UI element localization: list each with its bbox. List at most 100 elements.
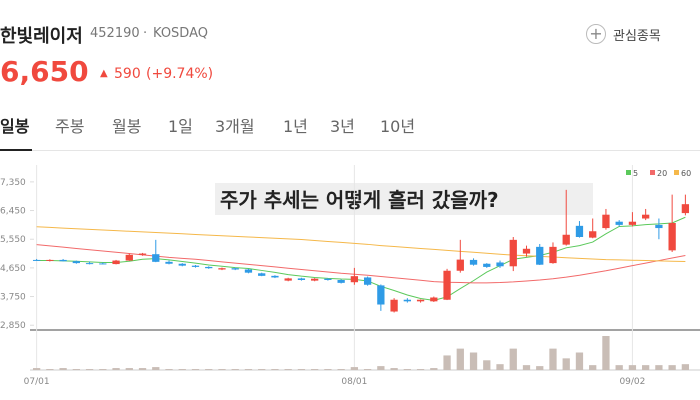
volume-bar: [681, 364, 690, 370]
candle-body: [430, 297, 438, 302]
volume-bar: [668, 365, 676, 370]
volume-bar: [615, 365, 623, 370]
volume-bar: [218, 369, 226, 370]
candle-body: [231, 268, 239, 270]
volume-bar: [642, 365, 650, 370]
candle-body: [350, 276, 359, 283]
candle-body: [165, 261, 173, 264]
tab[interactable]: 10년: [380, 117, 416, 136]
volume-bar: [205, 369, 213, 370]
candle-body: [562, 234, 570, 245]
watch-button[interactable]: 관심종목: [613, 29, 661, 44]
market: KOSDAQ: [153, 26, 208, 41]
candle-body: [496, 262, 504, 267]
candle-body: [363, 277, 372, 285]
tab-underline: [0, 149, 32, 151]
watch-icon[interactable]: +: [586, 24, 606, 44]
stock-code: 452190: [90, 26, 140, 41]
up-arrow: ▲: [100, 68, 108, 79]
volume-bar: [562, 358, 570, 370]
candle-body: [178, 263, 186, 266]
volume-bar: [85, 369, 94, 370]
volume-bar: [549, 348, 557, 370]
candle-body: [297, 278, 306, 280]
ma-line: [36, 216, 686, 301]
volume-bar: [284, 369, 292, 370]
candle-body: [152, 254, 160, 262]
tab-divider: [0, 150, 700, 151]
candle-body: [668, 222, 676, 251]
volume-bar: [99, 369, 107, 370]
volume-bar: [59, 368, 67, 370]
y-tick-label: 5,550: [0, 235, 26, 245]
candle-body: [125, 254, 133, 261]
y-tick-label: 6,450: [0, 207, 26, 217]
candle-body: [575, 225, 584, 237]
candle-body: [443, 270, 451, 300]
tab[interactable]: 1일: [168, 117, 193, 136]
volume-bar: [469, 352, 478, 370]
candle-body: [377, 285, 385, 305]
candle-body: [509, 239, 517, 267]
volume-bar: [536, 366, 544, 370]
y-tick-label: 4,650: [0, 264, 26, 274]
volume-bar: [483, 360, 491, 370]
candle-body: [536, 246, 544, 265]
change-pct: (+9.74%): [146, 66, 214, 82]
volume-bar: [496, 364, 504, 370]
candle-body: [549, 246, 557, 264]
volume-bar: [231, 369, 239, 370]
candle-body: [72, 261, 80, 264]
x-tick-label: 09/02: [619, 377, 645, 387]
candle-body: [403, 299, 411, 302]
volume-bar: [377, 366, 385, 370]
candle-body: [483, 263, 491, 267]
candle-body: [337, 279, 345, 283]
candle-body: [271, 275, 279, 278]
volume-bar: [311, 369, 319, 370]
volume-bar: [416, 369, 425, 370]
candle-body: [85, 263, 94, 265]
tab[interactable]: 주봉: [55, 117, 85, 136]
candle-body: [602, 214, 610, 229]
candle-body: [456, 259, 464, 271]
volume-bar: [602, 336, 610, 370]
legend-swatch: [674, 170, 679, 175]
volume-bar: [522, 365, 531, 370]
y-tick-label: 2,850: [0, 321, 26, 331]
volume-bar: [178, 369, 186, 370]
volume-bar: [628, 365, 637, 370]
candle-body: [138, 253, 147, 255]
volume-bar: [509, 348, 517, 370]
tab[interactable]: 월봉: [112, 117, 142, 136]
candle-body: [628, 221, 637, 225]
volume-bar: [337, 369, 345, 370]
stock-name: 한빛레이저: [0, 26, 83, 47]
volume-bar: [258, 369, 266, 370]
candle-body: [390, 299, 398, 312]
annotation-bg: [215, 183, 593, 215]
tab[interactable]: 일봉: [0, 117, 30, 136]
y-tick-label: 7,350: [0, 178, 26, 188]
candle-body: [258, 273, 266, 276]
x-tick-label: 08/01: [341, 377, 367, 387]
candle-body: [522, 248, 531, 254]
candle-body: [416, 299, 425, 302]
volume-bar: [589, 365, 597, 370]
price: 6,650: [0, 55, 89, 88]
tab[interactable]: 3년: [330, 117, 355, 136]
separator: ·: [143, 26, 148, 41]
volume-bar: [443, 355, 451, 370]
tab[interactable]: 1년: [283, 117, 308, 136]
legend-swatch: [626, 170, 631, 175]
volume-bar: [165, 369, 173, 370]
candle-body: [311, 278, 319, 281]
y-tick-label: 3,750: [0, 293, 26, 303]
tab[interactable]: 3개월: [215, 117, 255, 136]
x-tick-label: 07/01: [24, 377, 50, 387]
legend-label: 5: [633, 169, 638, 178]
volume-bar: [575, 352, 584, 370]
legend-label: 20: [657, 169, 667, 178]
